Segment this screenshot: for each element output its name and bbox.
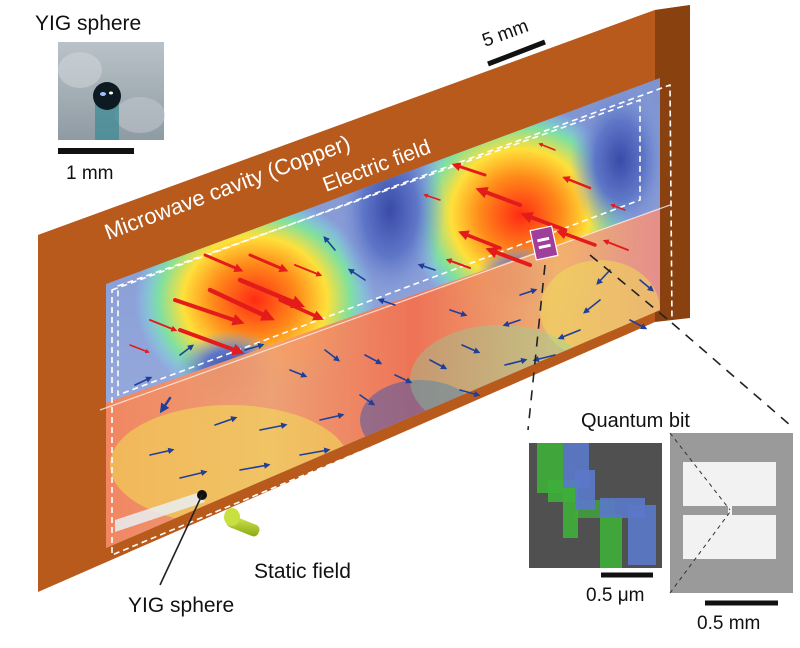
- yig-sphere-bottom-label: YIG sphere: [128, 594, 234, 617]
- yig-sphere-photo-ball: [93, 82, 121, 110]
- leader-lines: [527, 254, 791, 431]
- sem-junction-image: 0.5 μm: [529, 443, 662, 606]
- yig-leader: [159, 494, 203, 586]
- scale-05um-label: 0.5 μm: [586, 585, 644, 606]
- static-field-label: Static field: [254, 560, 351, 583]
- quantum-bit-inset: Quantum bit 0.5 μm: [529, 410, 793, 634]
- electric-field-arrows: [129, 142, 629, 356]
- yig-sphere-title: YIG sphere: [35, 12, 141, 35]
- yig-sphere-inset: YIG sphere 1 mm: [35, 12, 165, 184]
- scale-5mm-label: 5 mm: [480, 16, 532, 52]
- cavity-side-face: [655, 5, 690, 322]
- static-field-rod: [224, 508, 260, 537]
- scale-05mm-label: 0.5 mm: [697, 613, 760, 634]
- scale-1mm-label: 1 mm: [66, 163, 114, 184]
- qubit-pad-image: 0.5 mm: [669, 432, 793, 634]
- magnetic-field-arrows: [134, 236, 654, 479]
- field-outlines: [111, 84, 673, 556]
- qubit-chip: [529, 225, 559, 261]
- quantum-bit-title: Quantum bit: [581, 410, 690, 432]
